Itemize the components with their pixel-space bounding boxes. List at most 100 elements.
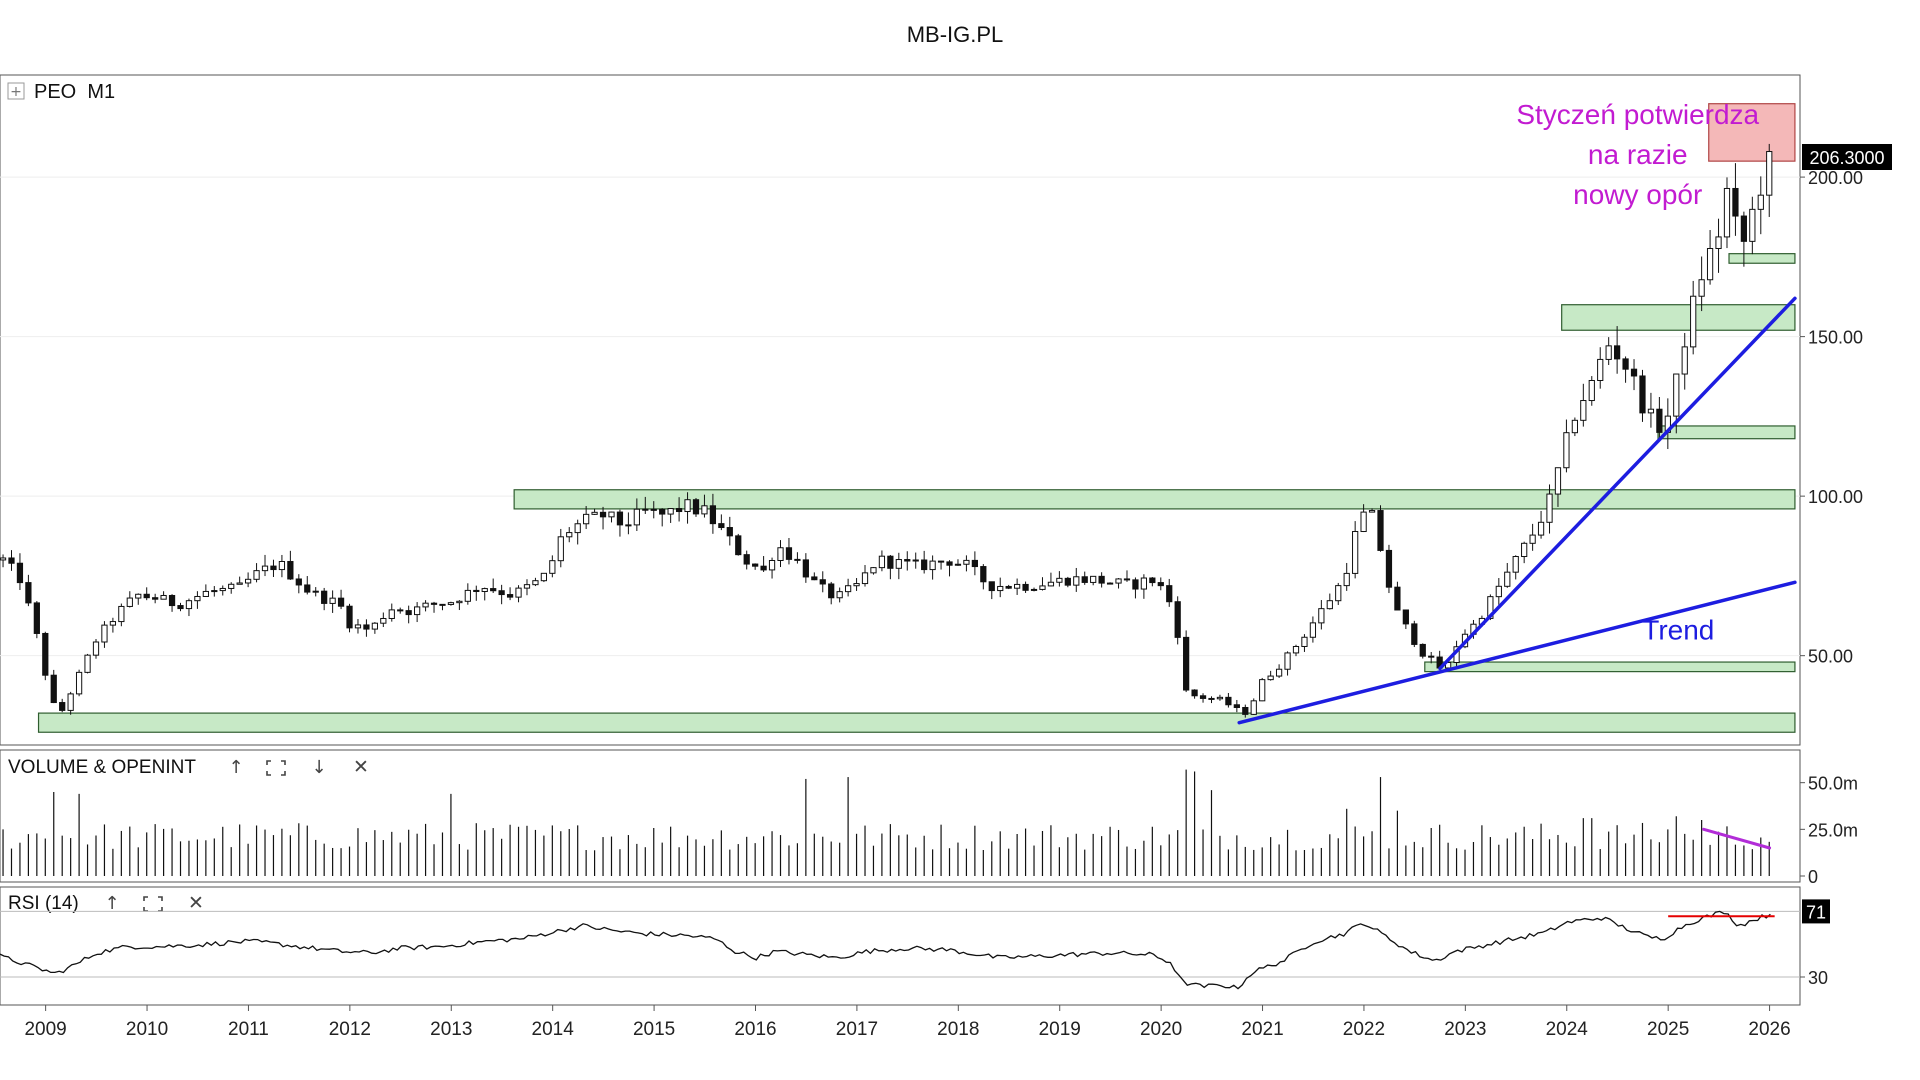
candle-body (1673, 373, 1680, 417)
candle-body (1614, 345, 1621, 360)
volume-bars-layer (2, 769, 1772, 876)
candle-body (557, 536, 564, 562)
annotation-resistance-text: Styczeń potwierdza (1516, 99, 1759, 130)
candle-body (599, 511, 607, 518)
rsi-layer (0, 910, 1800, 990)
candle-body (1360, 511, 1367, 533)
candle-body (1014, 583, 1021, 589)
candle-body (861, 572, 869, 585)
candle-body (1191, 689, 1198, 697)
candle-body (506, 594, 514, 598)
rsi-up-arrow-icon[interactable]: ↑ (104, 893, 119, 914)
candle-body (1292, 645, 1300, 654)
candle-body (583, 513, 590, 525)
candle-body (346, 605, 353, 629)
volume-close-icon[interactable]: ✕ (353, 756, 369, 778)
x-tick-label: 2009 (24, 1019, 66, 1040)
candle-body (844, 585, 852, 593)
x-tick-label: 2026 (1748, 1019, 1790, 1040)
candle-body (0, 557, 7, 561)
candle-body (1706, 248, 1714, 281)
candle-body (1208, 697, 1215, 700)
candle-body (1394, 586, 1401, 611)
candle-body (1656, 408, 1663, 433)
candle-body (591, 511, 598, 515)
x-tick-label: 2015 (633, 1019, 675, 1040)
candle-body (1149, 577, 1156, 584)
annotation-resistance-text: nowy opór (1573, 179, 1702, 210)
price-expand-button[interactable]: + (7, 82, 25, 100)
chart-title: MB-IG.PL (907, 22, 1004, 47)
candle-body (929, 560, 936, 571)
candle-body (1698, 279, 1705, 297)
rsi-close-icon[interactable]: ✕ (188, 892, 204, 914)
candle-body (1723, 187, 1731, 238)
candle-body (371, 622, 378, 630)
price-panel[interactable] (0, 74, 1801, 746)
volume-maximize-icon[interactable] (266, 760, 286, 776)
candle-body (1098, 575, 1105, 584)
candle-body (870, 567, 877, 574)
support-zone (1728, 253, 1796, 264)
candle-body (946, 561, 953, 566)
volume-down-arrow-icon[interactable]: ↓ (311, 757, 326, 778)
price-symbol-label: PEO M1 (34, 81, 115, 103)
candle-body (1588, 379, 1595, 402)
x-tick-label: 2023 (1444, 1019, 1486, 1040)
candle-body (329, 597, 336, 604)
candle-body (219, 587, 226, 592)
volume-divergence-line (1702, 827, 1772, 850)
trend-line (1237, 580, 1797, 725)
candle-body (253, 570, 260, 580)
candle-body (143, 593, 150, 599)
candle-body (270, 565, 277, 571)
candle-body (498, 590, 505, 596)
x-tick-label: 2016 (734, 1019, 776, 1040)
candle-body (481, 588, 488, 593)
x-tick-label: 2010 (126, 1019, 168, 1040)
candle-body (836, 591, 843, 599)
candle-body (1622, 358, 1629, 370)
candle-body (1715, 236, 1722, 250)
candle-body (1309, 622, 1317, 638)
candle-body (1352, 531, 1359, 574)
candle-body (92, 641, 100, 656)
volume-panel[interactable] (0, 749, 1801, 883)
support-zone (1424, 661, 1796, 673)
candle-body (447, 602, 455, 605)
candle-body (760, 565, 767, 571)
candle-body (1132, 579, 1139, 590)
candle-body (202, 590, 209, 597)
candle-body (363, 624, 370, 630)
candle-body (921, 559, 928, 571)
candle-body (185, 600, 193, 610)
candle-body (109, 621, 117, 626)
volume-up-arrow-icon[interactable]: ↑ (228, 757, 243, 778)
candle-body (397, 609, 404, 612)
candle-body (380, 617, 387, 624)
rsi-maximize-icon[interactable] (143, 896, 163, 912)
x-tick-label: 2022 (1343, 1019, 1385, 1040)
candle-body (75, 671, 83, 695)
candle-body (118, 605, 125, 623)
candle-body (1563, 432, 1570, 469)
candle-body (1630, 368, 1638, 377)
candle-body (1757, 194, 1764, 210)
candle-body (1081, 576, 1088, 583)
candle-body (473, 589, 480, 593)
candle-body (33, 602, 40, 634)
annotation-trend-text: Trend (1642, 615, 1714, 646)
x-tick-label: 2014 (532, 1019, 575, 1040)
candle-body (963, 559, 970, 565)
candle-body (1242, 706, 1249, 715)
candle-body (988, 581, 995, 592)
candle-body (1166, 585, 1173, 603)
rsi-panel[interactable] (0, 886, 1801, 1006)
candle-body (8, 557, 15, 564)
candle-body (853, 583, 860, 587)
candle-body (768, 559, 776, 571)
candle-body (1368, 510, 1376, 513)
x-tick-label: 2017 (836, 1019, 878, 1040)
support-zone (1561, 304, 1796, 331)
candle-body (1732, 187, 1739, 217)
